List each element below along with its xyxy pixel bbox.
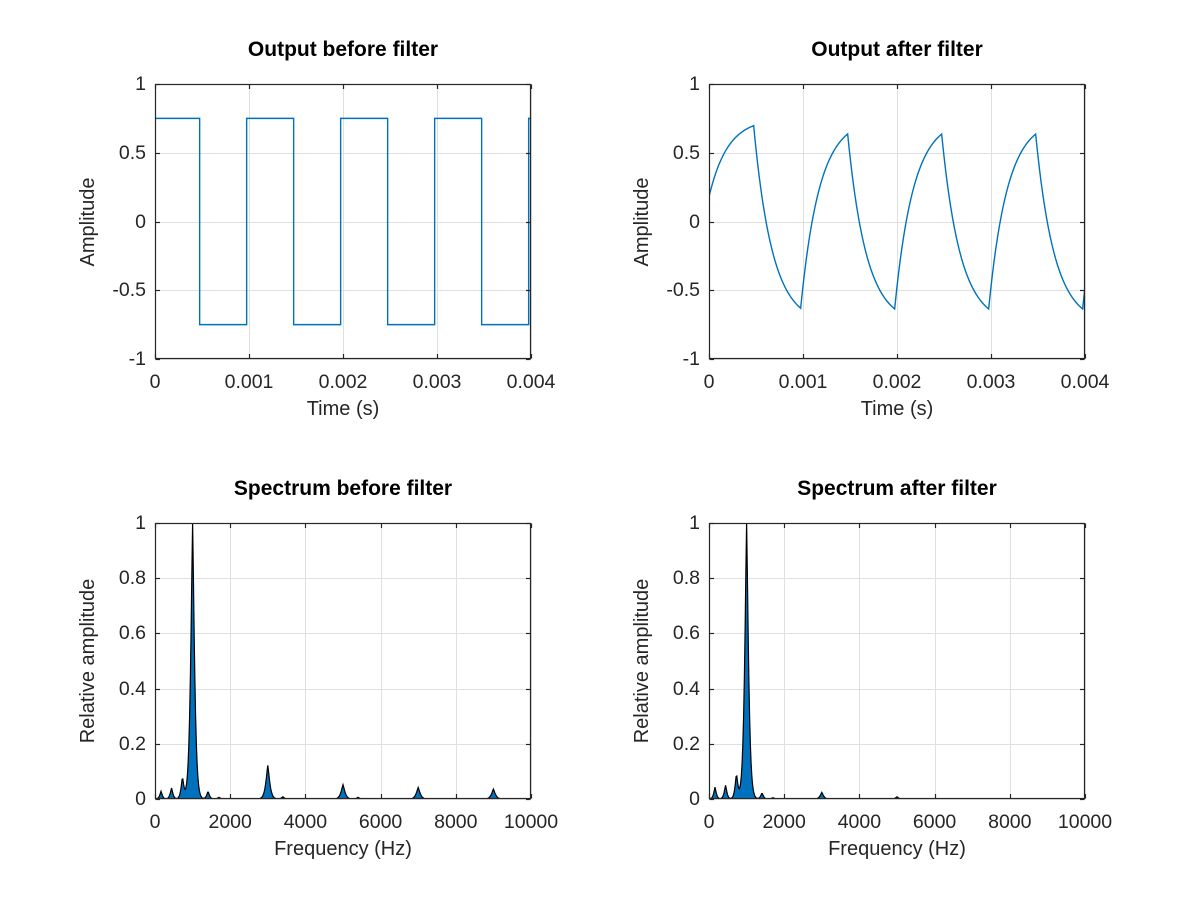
plot-title: Output after filter: [811, 38, 983, 61]
y-tick-label: 1: [135, 73, 146, 95]
plot-area: [154, 83, 533, 361]
plot-area: [708, 83, 1087, 361]
x-tick-label: 0: [703, 811, 715, 833]
x-tick-label: 0: [149, 811, 161, 833]
x-axis-label: Time (s): [306, 398, 380, 420]
y-tick-label: 0: [689, 210, 700, 233]
x-axis-label: Time (s): [860, 398, 934, 420]
x-tick-label: 4000: [283, 811, 328, 833]
x-tick-label: 0.002: [872, 371, 922, 393]
x-tick-label: 0.003: [412, 371, 462, 393]
y-axis-label: Relative amplitude: [77, 578, 99, 744]
x-tick-label: 10000: [1057, 811, 1113, 833]
y-axis-label: Relative amplitude: [631, 578, 653, 744]
y-tick-label: 0: [689, 788, 700, 810]
y-tick-label: 0: [135, 788, 146, 810]
y-tick-label: -0.5: [666, 279, 700, 302]
x-tick-label: 8000: [988, 811, 1032, 833]
y-tick-label: 0.6: [118, 622, 146, 645]
x-tick-label: 4000: [837, 811, 882, 833]
y-tick-label: 1: [689, 73, 700, 95]
x-tick-label: 2000: [208, 811, 252, 833]
x-axis-label: Frequency (Hz): [828, 838, 966, 860]
x-tick-label: 0: [149, 371, 161, 393]
y-axis-label: Amplitude: [631, 177, 653, 266]
x-tick-label: 10000: [503, 811, 559, 833]
y-tick-label: 0.8: [672, 567, 700, 590]
plot-title: Spectrum after filter: [797, 477, 997, 500]
y-tick-label: 0.2: [118, 732, 146, 755]
y-tick-label: -0.5: [112, 279, 146, 302]
x-tick-label: 0: [703, 371, 715, 393]
plot-title: Output before filter: [247, 38, 439, 61]
x-tick-label: 2000: [762, 811, 806, 833]
y-tick-label: 0: [135, 210, 146, 233]
plot-area: [708, 522, 1087, 801]
x-tick-label: 6000: [358, 811, 403, 833]
plot-area: [154, 522, 533, 801]
y-tick-label: -1: [682, 348, 700, 370]
x-tick-label: 0.001: [224, 371, 274, 393]
x-tick-label: 0.002: [318, 371, 368, 393]
x-tick-label: 0.001: [778, 371, 828, 393]
y-tick-label: 0.4: [118, 677, 146, 700]
x-tick-label: 6000: [912, 811, 957, 833]
subplot-spectrum-after-filter: Spectrum after filter Relative amplitude…: [631, 477, 1112, 860]
y-tick-label: 0.5: [672, 141, 700, 164]
x-tick-label: 0.004: [1060, 371, 1110, 393]
x-axis-label: Frequency (Hz): [274, 838, 412, 860]
y-tick-label: 1: [135, 512, 146, 534]
y-tick-label: 0.4: [672, 677, 700, 700]
y-axis-label: Amplitude: [77, 177, 99, 266]
x-tick-label: 8000: [434, 811, 478, 833]
subplot-spectrum-before-filter: Spectrum before filter Relative amplitud…: [77, 477, 558, 860]
y-tick-label: 0.5: [118, 141, 146, 164]
subplot-output-before-filter: Output before filter Amplitude Time (s) …: [77, 38, 555, 420]
subplot-output-after-filter: Output after filter Amplitude Time (s) 0…: [631, 38, 1109, 420]
plot-title: Spectrum before filter: [233, 477, 453, 500]
x-tick-label: 0.004: [506, 371, 556, 393]
x-tick-label: 0.003: [966, 371, 1016, 393]
y-tick-label: 0.8: [118, 567, 146, 590]
y-tick-label: 0.2: [672, 732, 700, 755]
y-tick-label: -1: [128, 348, 146, 370]
y-tick-label: 0.6: [672, 622, 700, 645]
y-tick-label: 1: [689, 512, 700, 534]
